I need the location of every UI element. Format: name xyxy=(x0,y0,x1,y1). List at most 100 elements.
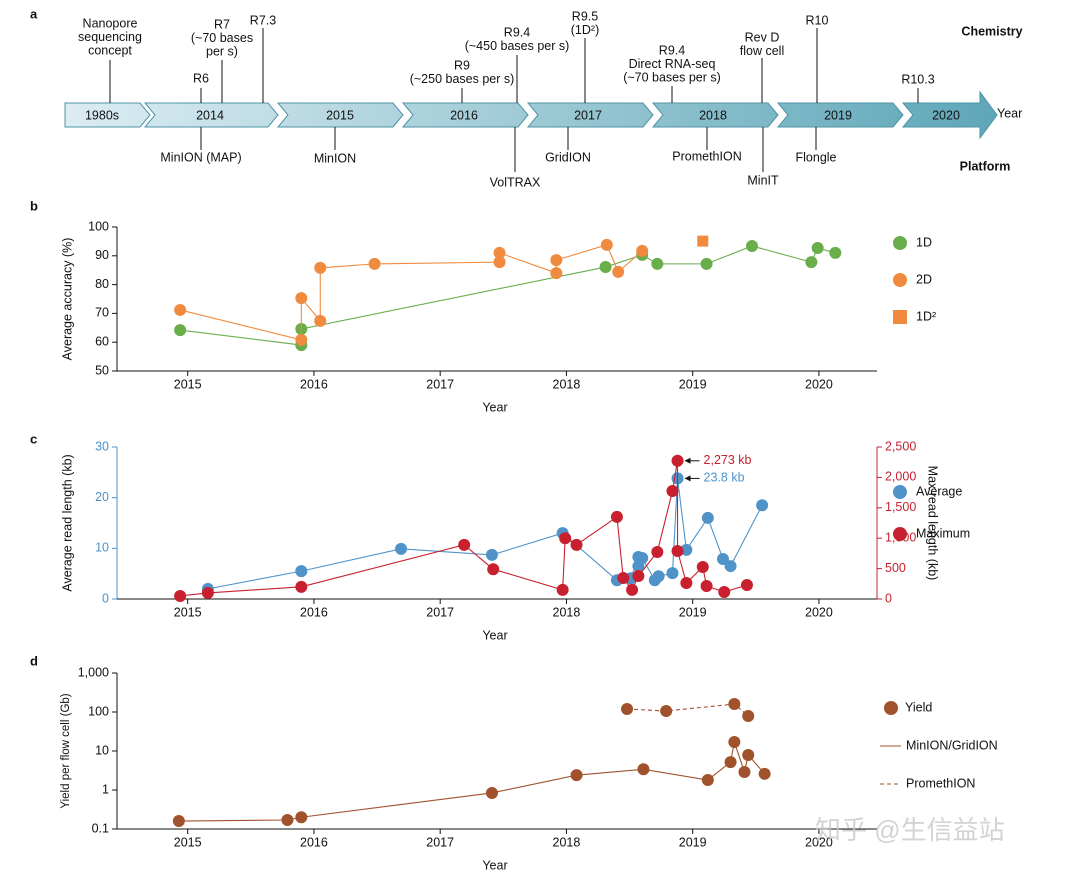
data-point xyxy=(746,240,759,253)
platform-event: MinION xyxy=(314,151,356,165)
x-tick-label: 2017 xyxy=(426,835,454,849)
data-point xyxy=(728,736,741,749)
x-axis-label: Year xyxy=(482,858,507,872)
data-point xyxy=(700,579,713,592)
y-tick-label: 2,500 xyxy=(885,439,916,453)
data-point xyxy=(626,583,639,596)
y-tick-label: 0 xyxy=(102,591,109,605)
series-line xyxy=(179,244,643,341)
data-point xyxy=(493,256,506,269)
legend-label: MinION/GridION xyxy=(906,738,998,752)
x-tick-label: 2020 xyxy=(805,835,833,849)
timeline-arrow xyxy=(143,102,279,128)
data-point xyxy=(680,543,693,556)
x-tick-label: 2018 xyxy=(553,377,581,391)
timeline-arrow xyxy=(64,102,151,128)
chemistry-event: (~70 bases xyxy=(191,31,253,45)
x-tick-label: 2018 xyxy=(553,835,581,849)
timeline-arrow xyxy=(401,102,529,128)
chemistry-event: Nanopore xyxy=(83,16,138,30)
data-point xyxy=(295,333,308,346)
chemistry-event: R7.3 xyxy=(250,13,276,27)
annotation-arrowhead xyxy=(684,457,691,464)
data-point xyxy=(728,698,741,711)
data-point xyxy=(636,244,649,257)
chemistry-event: sequencing xyxy=(78,30,142,44)
x-tick-label: 2019 xyxy=(679,377,707,391)
legend-label: 1D² xyxy=(916,309,936,323)
data-point xyxy=(671,454,684,467)
series-line xyxy=(207,478,763,590)
series-line xyxy=(627,703,749,717)
x-tick-label: 2019 xyxy=(679,605,707,619)
data-point xyxy=(696,561,709,574)
y-tick-label: 1,500 xyxy=(885,500,916,514)
data-point xyxy=(617,572,630,585)
data-point xyxy=(742,709,755,722)
x-tick-label: 2019 xyxy=(679,835,707,849)
data-point xyxy=(281,814,294,827)
timeline-arrow xyxy=(901,90,998,140)
y-tick-label: 70 xyxy=(95,306,109,320)
data-point xyxy=(660,705,673,718)
period-label: 2015 xyxy=(326,108,354,122)
data-point xyxy=(395,542,408,555)
legend-label: 1D xyxy=(916,235,932,249)
data-point xyxy=(295,292,308,305)
x-tick-label: 2017 xyxy=(426,605,454,619)
data-point xyxy=(599,261,612,274)
data-point xyxy=(610,510,623,523)
y-tick-label: 500 xyxy=(885,561,906,575)
y-tick-label: 100 xyxy=(88,219,109,233)
platform-event: PromethION xyxy=(672,149,741,163)
data-point xyxy=(680,577,693,590)
y-tick-label: 50 xyxy=(95,363,109,377)
legend-label: Maximum xyxy=(916,526,970,540)
data-point xyxy=(295,811,308,824)
data-point xyxy=(652,570,665,583)
data-point xyxy=(314,261,327,274)
data-point xyxy=(637,763,650,776)
legend-marker xyxy=(884,701,898,715)
chemistry-event: R10.3 xyxy=(901,72,934,86)
data-point xyxy=(458,538,471,551)
annotation: 23.8 kb xyxy=(704,471,745,485)
data-point xyxy=(742,748,755,761)
period-label: 2019 xyxy=(824,108,852,122)
x-tick-label: 2020 xyxy=(805,605,833,619)
data-point xyxy=(201,586,214,599)
chemistry-event: concept xyxy=(88,43,132,57)
x-tick-label: 2016 xyxy=(300,605,328,619)
y-tick-label: 60 xyxy=(95,334,109,348)
data-point xyxy=(172,815,185,828)
timeline-arrow xyxy=(276,102,404,128)
legend-label: 2D xyxy=(916,272,932,286)
y-tick-label: 1 xyxy=(102,782,109,796)
data-point xyxy=(811,242,824,255)
data-point xyxy=(716,552,729,565)
data-point xyxy=(724,756,737,769)
data-point xyxy=(487,563,500,576)
data-point xyxy=(738,765,751,778)
y-tick-label: 2,000 xyxy=(885,470,916,484)
legend-label: Yield xyxy=(905,700,932,714)
legend-marker xyxy=(893,310,907,324)
period-label: 2018 xyxy=(699,108,727,122)
y-tick-label: 30 xyxy=(95,439,109,453)
data-point xyxy=(295,565,308,578)
chemistry-event: (1D²) xyxy=(571,23,599,37)
period-label: 2020 xyxy=(932,108,960,122)
panel-label: c xyxy=(30,431,37,446)
data-point xyxy=(612,265,625,278)
data-point xyxy=(636,551,649,564)
series-line xyxy=(178,739,766,822)
chemistry-event: R7 xyxy=(214,17,230,31)
data-point xyxy=(368,257,381,270)
data-point xyxy=(493,246,506,259)
data-point xyxy=(700,257,713,270)
watermark: 知乎 @生信益站 xyxy=(815,815,1005,845)
chemistry-event: per s) xyxy=(206,44,238,58)
data-point xyxy=(651,546,664,559)
y-axis-label: Average read length (kb) xyxy=(60,454,74,591)
section-label: Platform xyxy=(960,159,1011,173)
